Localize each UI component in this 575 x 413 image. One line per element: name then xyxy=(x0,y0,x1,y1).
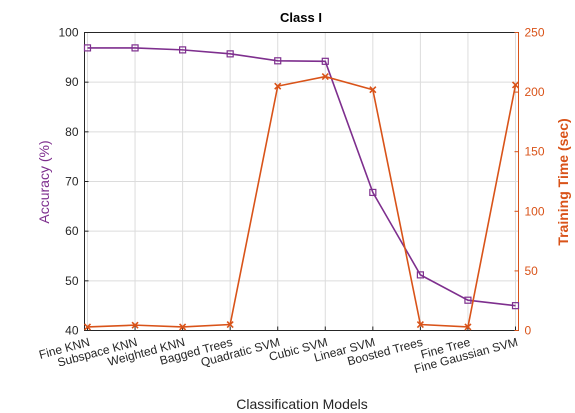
data-point-square xyxy=(179,46,187,54)
data-point-x xyxy=(416,320,424,329)
x-marker-stroke xyxy=(321,73,329,81)
series-line-1 xyxy=(87,47,516,307)
y-left-tick-label: 40 xyxy=(65,324,79,338)
x-marker-stroke xyxy=(369,86,377,94)
y-right-tick-label: 50 xyxy=(525,264,539,278)
series xyxy=(83,44,520,331)
data-point-square xyxy=(321,57,329,65)
x-marker-stroke xyxy=(131,321,139,329)
y-axis-right-title: Training Time (sec) xyxy=(555,118,571,245)
y-left-tick-label: 80 xyxy=(65,125,79,139)
data-point-x xyxy=(131,321,139,329)
data-point-x xyxy=(321,73,329,81)
series-line-2 xyxy=(87,75,517,328)
data-point-square xyxy=(416,271,424,279)
y-left-tick-label: 100 xyxy=(58,26,78,40)
y-left-tick-label: 60 xyxy=(65,224,79,238)
data-point-x xyxy=(179,323,187,331)
x-marker-stroke xyxy=(416,320,424,329)
x-marker-stroke xyxy=(274,82,282,90)
data-point-x xyxy=(464,323,472,331)
x-marker-stroke xyxy=(464,323,472,331)
data-point-square xyxy=(464,296,472,304)
y-right-tick-label: 100 xyxy=(525,204,545,218)
y-right-tick-label: 150 xyxy=(525,145,545,159)
y-right-tick-label: 200 xyxy=(525,85,545,99)
data-point-square xyxy=(274,57,282,65)
x-axis-title: Classification Models xyxy=(236,396,368,412)
data-point-square xyxy=(131,44,139,52)
data-point-x xyxy=(511,81,520,89)
data-point-x xyxy=(369,86,377,94)
data-point-square xyxy=(83,44,92,52)
y-left-tick-label: 90 xyxy=(65,75,79,89)
x-marker-stroke xyxy=(179,323,187,331)
data-point-x xyxy=(274,82,282,90)
y-right-tick-label: 250 xyxy=(525,26,545,40)
y-axis-left-title: Accuracy (%) xyxy=(36,140,52,223)
x-marker-stroke xyxy=(226,320,234,329)
data-point-x xyxy=(83,323,92,331)
chart-title: Class I xyxy=(280,10,322,25)
x-marker-stroke xyxy=(511,81,520,89)
data-point-square xyxy=(369,188,377,197)
data-point-x xyxy=(226,320,234,329)
y-left-tick-label: 70 xyxy=(65,175,79,189)
y-right-tick-label: 0 xyxy=(525,324,532,338)
y-left-tick-label: 50 xyxy=(65,274,79,288)
data-point-square xyxy=(511,302,520,310)
data-point-square xyxy=(226,50,234,58)
grid xyxy=(84,32,519,331)
x-marker-stroke xyxy=(83,323,92,331)
